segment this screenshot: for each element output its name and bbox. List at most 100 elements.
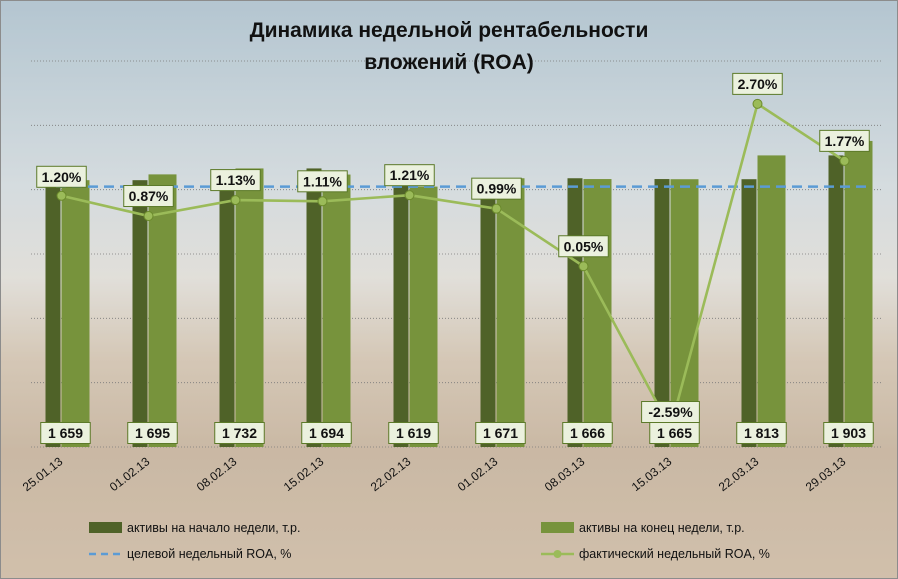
label-box [123,185,174,208]
label-text: 1 813 [744,425,779,441]
label-box [36,165,87,188]
roa-data-label: 0.05% [558,235,609,258]
legend-label: фактический недельный ROA, % [579,547,770,561]
label-text: 1 666 [570,425,605,441]
bar-end-assets [235,168,264,448]
label-box [210,169,261,192]
legend-label: активы на конец недели, т.р. [579,521,745,535]
legend-item: активы на начало недели, т.р. [89,521,300,535]
label-box [471,177,522,200]
roa-data-label: -2.59% [641,401,700,424]
label-text: 1 665 [657,425,692,441]
bar-start-assets [567,178,583,447]
label-box [297,170,348,193]
bar-data-label: 1 732 [214,422,265,444]
legend-label: активы на начало недели, т.р. [127,521,300,535]
roa-data-label: 1.20% [36,165,87,188]
legend-item: активы на конец недели, т.р. [541,521,745,535]
bar-start-assets [132,180,148,448]
bar-end-assets [844,140,873,447]
bar-data-label: 1 619 [388,422,439,444]
label-text: 1 903 [831,425,866,441]
bar-data-label: 1 694 [301,422,352,444]
x-axis-ticks: 25.01.13 01.02.13 08.02.13 15.02.13 22.02.13… [20,454,849,494]
label-box [736,422,787,444]
x-tick-label: 15.03.13 [629,454,675,494]
bar-end-assets [583,179,612,447]
label-box [562,422,613,444]
actual-roa-point [230,195,241,206]
bar-start-assets [219,174,235,447]
bar-end-assets [409,186,438,447]
legend-marker [553,550,562,558]
label-text: 0.99% [477,181,517,197]
line-series [56,98,866,434]
label-box [388,422,439,444]
label-text: 2.70% [738,76,778,92]
roa-data-label: 0.87% [123,185,174,208]
label-text: 1 659 [48,425,83,441]
bar-data-label: 1 695 [127,422,178,444]
label-box [732,72,783,95]
label-box [384,164,435,187]
chart-title-line-2: вложений (ROA) [364,51,534,74]
bar-data-label: 1 665 [649,422,700,444]
label-text: 1.20% [42,169,82,185]
label-text: 1.21% [390,167,430,183]
bar-start-assets [741,179,757,447]
label-box [127,422,178,444]
label-text: 0.87% [129,188,169,204]
actual-roa-point [752,98,763,109]
label-box [558,235,609,258]
bar-data-label: 1 813 [736,422,787,444]
roa-data-label: 0.99% [471,177,522,200]
label-text: 1.13% [216,172,256,188]
actual-roa-point [404,190,415,201]
label-box [475,422,526,444]
legend: активы на начало недели, т.р. активы на к… [89,521,770,561]
label-text: -2.59% [648,404,693,420]
actual-roa-point [839,155,850,166]
x-tick-label: 22.02.13 [368,454,414,494]
actual-roa-point [143,211,154,222]
legend-swatch [89,522,122,533]
data-labels: 1 659 1.20% 1 695 0.87% 1 732 1.13% 1 694 1.11%… [36,72,874,444]
chart-title-line-1: Динамика недельной рентабельности [250,19,649,42]
label-text: 1 619 [396,425,431,441]
x-tick-label: 15.02.13 [281,454,327,494]
x-tick-label: 01.02.13 [455,454,501,494]
legend-swatch [541,522,574,533]
bar-start-assets [306,168,322,448]
actual-roa-point [578,261,589,272]
label-box [214,422,265,444]
x-tick-label: 08.03.13 [542,454,588,494]
label-box [823,422,874,444]
bar-start-assets [828,155,844,447]
legend-item: фактический недельный ROA, % [541,547,770,561]
bar-start-assets [393,174,409,447]
label-text: 1 694 [309,425,344,441]
legend-label: целевой недельный ROA, % [127,547,291,561]
label-text: 1.77% [825,133,865,149]
roa-data-label: 1.21% [384,164,435,187]
bar-end-assets [61,180,90,448]
label-box [641,401,700,424]
label-text: 1 695 [135,425,170,441]
bar-series [45,140,873,448]
roa-data-label: 1.11% [297,170,348,193]
bar-data-label: 1 659 [40,422,91,444]
label-text: 1 732 [222,425,257,441]
x-tick-label: 01.02.13 [107,454,153,494]
x-tick-label: 22.03.13 [716,454,762,494]
label-box [301,422,352,444]
bar-start-assets [654,179,670,447]
roa-data-label: 1.13% [210,169,261,192]
x-tick-label: 25.01.13 [20,454,66,494]
label-box [40,422,91,444]
roa-data-label: 1.77% [819,129,870,152]
x-tick-label: 29.03.13 [803,454,849,494]
legend-item: целевой недельный ROA, % [89,547,291,561]
x-tick-label: 08.02.13 [194,454,240,494]
